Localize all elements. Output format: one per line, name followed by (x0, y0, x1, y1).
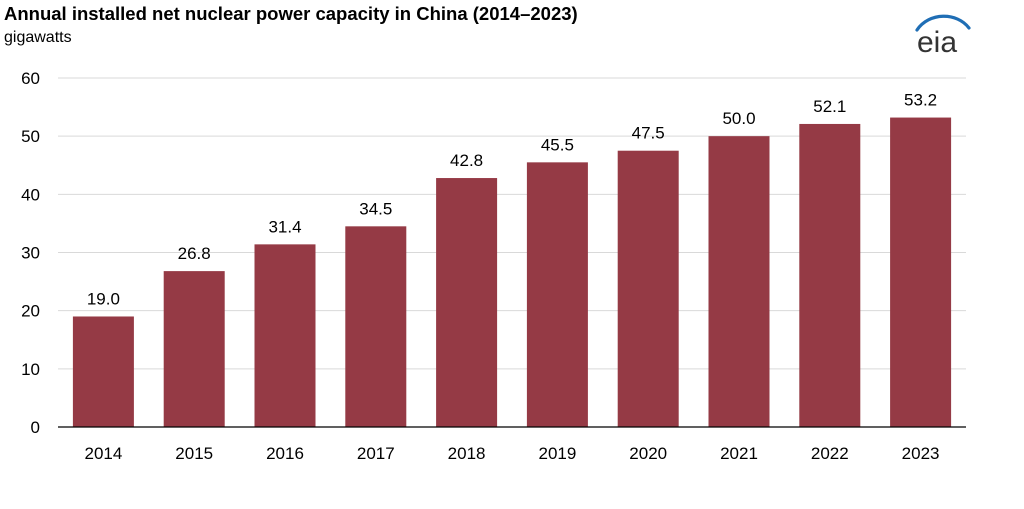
x-tick-label-2021: 2021 (720, 444, 758, 463)
bar-value-labels: 19.0 26.8 31.4 34.5 42.8 45.5 47.5 50.0 52.1 53.2 (87, 91, 937, 309)
y-tick-label: 60 (21, 69, 40, 88)
bar-2023 (890, 117, 952, 427)
value-label-2018: 42.8 (450, 151, 483, 170)
value-label-2015: 26.8 (178, 244, 211, 263)
x-tick-label-2022: 2022 (811, 444, 849, 463)
x-tick-label-2020: 2020 (629, 444, 667, 463)
value-label-2017: 34.5 (359, 199, 392, 218)
y-tick-label: 50 (21, 127, 40, 146)
chart-title: Annual installed net nuclear power capac… (4, 3, 578, 24)
x-tick-label-2019: 2019 (538, 444, 576, 463)
eia-logo-text: eia (917, 26, 957, 56)
value-label-2021: 50.0 (722, 109, 755, 128)
chart-subtitle: gigawatts (4, 29, 72, 46)
y-tick-label: 10 (21, 360, 40, 379)
eia-logo: eia (915, 14, 971, 56)
bar-2020 (617, 150, 679, 428)
x-tick-label-2018: 2018 (448, 444, 486, 463)
y-tick-label: 0 (31, 418, 40, 437)
bar-2016 (254, 244, 316, 427)
eia-logo-arc (915, 14, 971, 32)
bar-2021 (708, 136, 770, 427)
bars (72, 117, 952, 428)
y-tick-label: 40 (21, 185, 40, 204)
value-label-2020: 47.5 (632, 124, 665, 143)
bar-2019 (526, 162, 588, 427)
x-tick-label-2016: 2016 (266, 444, 304, 463)
y-tick-label: 30 (21, 244, 40, 263)
y-axis-tick-labels: 0 10 20 30 40 50 60 (21, 69, 40, 437)
value-label-2023: 53.2 (904, 91, 937, 110)
bar-2022 (799, 123, 861, 428)
value-label-2016: 31.4 (268, 217, 301, 236)
x-tick-label-2017: 2017 (357, 444, 395, 463)
value-label-2019: 45.5 (541, 135, 574, 154)
y-tick-label: 20 (21, 302, 40, 321)
bar-2015 (163, 271, 225, 427)
x-tick-label-2023: 2023 (902, 444, 940, 463)
value-label-2022: 52.1 (813, 97, 846, 116)
bar-2014 (72, 316, 134, 427)
x-tick-label-2015: 2015 (175, 444, 213, 463)
x-axis-tick-labels: 2014 2015 2016 2017 2018 2019 2020 2021 2022 2023 (84, 444, 939, 463)
x-tick-label-2014: 2014 (84, 444, 122, 463)
bar-2017 (345, 226, 407, 427)
bar-2018 (436, 178, 498, 427)
value-label-2014: 19.0 (87, 289, 120, 308)
